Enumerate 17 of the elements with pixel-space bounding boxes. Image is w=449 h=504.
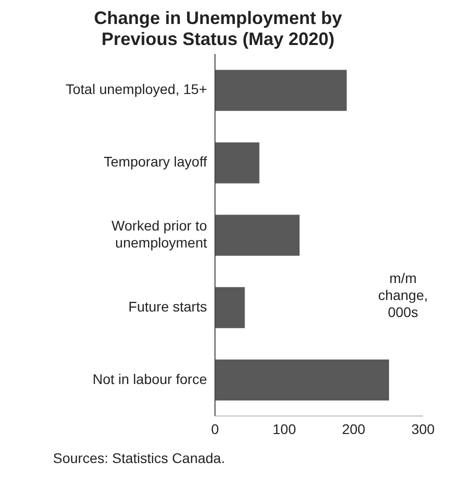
- bar: [215, 360, 390, 401]
- y-tick-label: Future starts: [128, 298, 207, 314]
- x-tick-label: 200: [342, 420, 366, 437]
- x-tick-label: 100: [272, 420, 296, 437]
- bar: [215, 70, 347, 111]
- y-tick-label: Temporary layoff: [104, 153, 208, 170]
- bar: [215, 142, 260, 184]
- y-tick-label: Worked prior to unemployment: [112, 217, 208, 250]
- bar: [215, 287, 245, 328]
- x-tick-label: 300: [411, 420, 435, 437]
- y-tick-label: Total unemployed, 15+: [66, 80, 207, 97]
- chart-title: Change in Unemployment by Previous Status (May 2020): [92, 8, 344, 50]
- bar: [215, 214, 300, 256]
- x-tick-label: 0: [211, 420, 220, 437]
- source-note: Sources: Statistics Canada.: [53, 450, 226, 466]
- annotation: m/m change, 000s: [377, 270, 429, 321]
- y-tick-label: Not in labour force: [92, 370, 208, 387]
